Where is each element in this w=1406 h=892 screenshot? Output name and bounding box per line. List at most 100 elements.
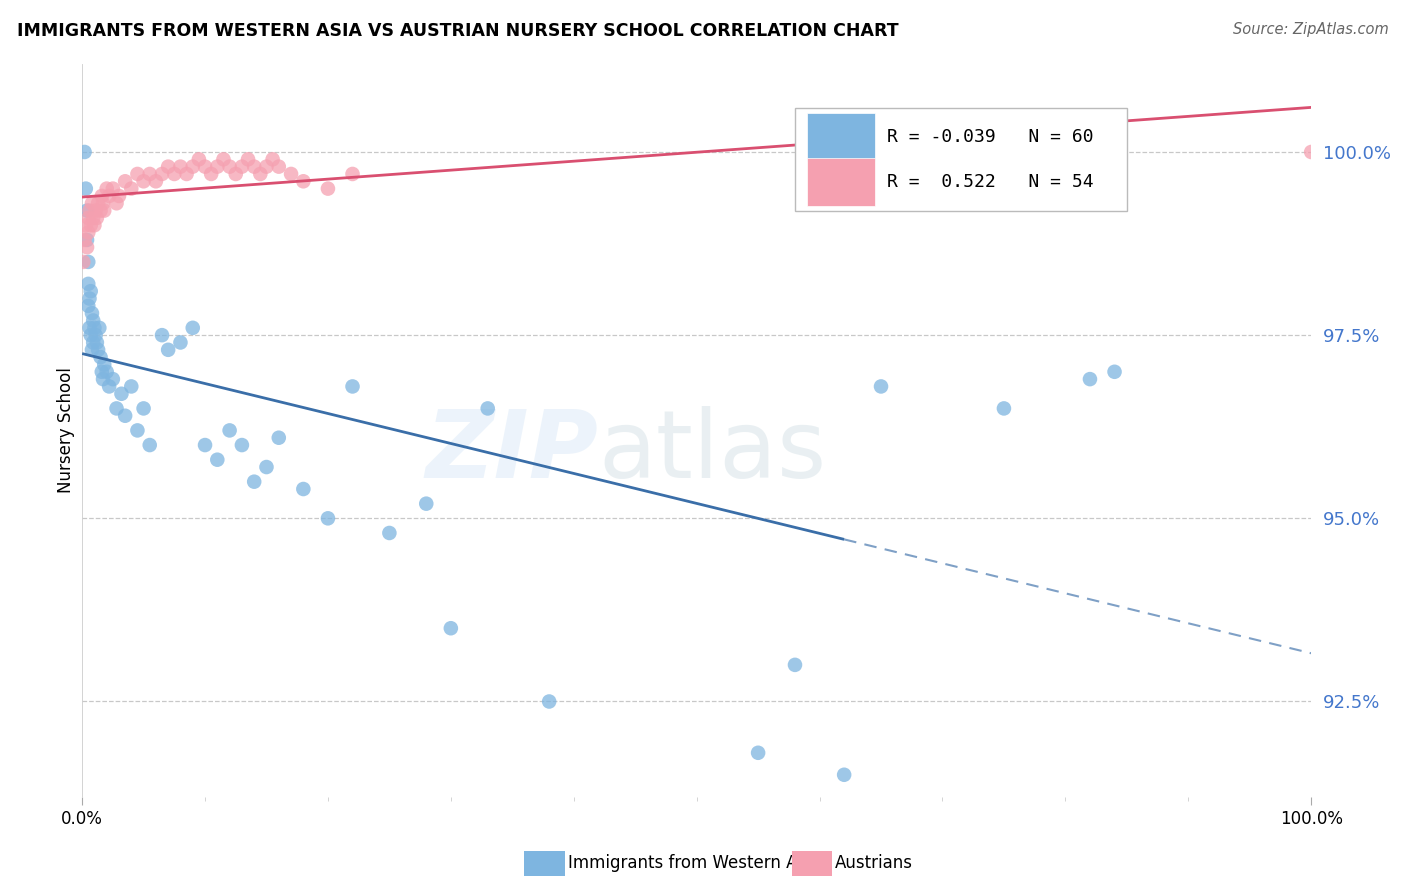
Point bbox=[101, 372, 124, 386]
Point bbox=[73, 233, 96, 247]
Point bbox=[225, 167, 247, 181]
Point bbox=[267, 160, 290, 174]
Point bbox=[105, 401, 128, 416]
Point bbox=[783, 657, 806, 672]
Point bbox=[96, 181, 118, 195]
Point bbox=[747, 746, 769, 760]
Point bbox=[101, 181, 124, 195]
Point bbox=[80, 343, 103, 357]
Text: atlas: atlas bbox=[599, 407, 827, 499]
Point bbox=[79, 203, 101, 218]
Point bbox=[169, 335, 191, 350]
FancyBboxPatch shape bbox=[807, 113, 875, 161]
Point bbox=[90, 189, 112, 203]
Point bbox=[98, 379, 121, 393]
Point bbox=[87, 196, 110, 211]
Point bbox=[163, 167, 186, 181]
Point bbox=[538, 694, 561, 708]
Point bbox=[79, 321, 101, 335]
Point bbox=[169, 160, 191, 174]
Point bbox=[76, 203, 98, 218]
Point bbox=[157, 343, 180, 357]
Point bbox=[181, 321, 204, 335]
Point bbox=[114, 409, 136, 423]
Text: Source: ZipAtlas.com: Source: ZipAtlas.com bbox=[1233, 22, 1389, 37]
Point bbox=[218, 160, 240, 174]
Point bbox=[127, 424, 149, 438]
Point bbox=[79, 292, 101, 306]
Point bbox=[194, 160, 217, 174]
Point bbox=[84, 203, 107, 218]
Point bbox=[267, 431, 290, 445]
Point bbox=[76, 233, 98, 247]
Point bbox=[89, 321, 111, 335]
Point bbox=[218, 424, 240, 438]
Point bbox=[150, 167, 173, 181]
Point bbox=[77, 299, 100, 313]
Point bbox=[86, 335, 108, 350]
Point bbox=[86, 211, 108, 225]
Point bbox=[187, 153, 209, 167]
Point bbox=[249, 167, 271, 181]
Point bbox=[87, 343, 110, 357]
Point bbox=[77, 211, 100, 225]
Point bbox=[114, 174, 136, 188]
Point bbox=[73, 145, 96, 159]
Point bbox=[262, 153, 284, 167]
Point bbox=[80, 219, 103, 233]
Point bbox=[243, 160, 266, 174]
Text: Immigrants from Western Asia: Immigrants from Western Asia bbox=[568, 855, 821, 872]
Point bbox=[207, 160, 229, 174]
Y-axis label: Nursery School: Nursery School bbox=[58, 368, 75, 493]
Point bbox=[194, 438, 217, 452]
Point bbox=[415, 497, 437, 511]
Point bbox=[77, 277, 100, 291]
Point bbox=[292, 174, 315, 188]
Point bbox=[292, 482, 315, 496]
Point bbox=[316, 511, 339, 525]
Point bbox=[256, 160, 278, 174]
Point bbox=[127, 167, 149, 181]
Point bbox=[80, 196, 103, 211]
Point bbox=[93, 358, 115, 372]
Point bbox=[993, 401, 1015, 416]
Point bbox=[150, 328, 173, 343]
Point bbox=[207, 452, 229, 467]
Text: IMMIGRANTS FROM WESTERN ASIA VS AUSTRIAN NURSERY SCHOOL CORRELATION CHART: IMMIGRANTS FROM WESTERN ASIA VS AUSTRIAN… bbox=[17, 22, 898, 40]
Point bbox=[91, 372, 114, 386]
Point bbox=[82, 313, 104, 327]
Point bbox=[870, 379, 893, 393]
Point bbox=[138, 438, 160, 452]
Point bbox=[83, 219, 105, 233]
Point bbox=[342, 167, 364, 181]
Text: R = -0.039   N = 60: R = -0.039 N = 60 bbox=[887, 128, 1094, 145]
Point bbox=[75, 181, 97, 195]
FancyBboxPatch shape bbox=[794, 108, 1126, 211]
Point bbox=[80, 306, 103, 320]
Point bbox=[138, 167, 160, 181]
Point bbox=[105, 196, 128, 211]
Point bbox=[280, 167, 302, 181]
Point bbox=[231, 438, 253, 452]
Point bbox=[76, 240, 98, 254]
Point bbox=[145, 174, 167, 188]
Point bbox=[80, 284, 103, 298]
Point bbox=[832, 768, 855, 782]
Point bbox=[77, 226, 100, 240]
Point bbox=[176, 167, 198, 181]
Point bbox=[440, 621, 463, 635]
Point bbox=[378, 526, 401, 541]
Point bbox=[1104, 365, 1126, 379]
Point bbox=[157, 160, 180, 174]
Point bbox=[120, 379, 142, 393]
Point bbox=[236, 153, 259, 167]
Text: Austrians: Austrians bbox=[835, 855, 912, 872]
Point bbox=[342, 379, 364, 393]
Point bbox=[90, 350, 112, 364]
Text: ZIP: ZIP bbox=[426, 407, 599, 499]
Point bbox=[72, 255, 94, 269]
Point bbox=[132, 401, 155, 416]
Text: R =  0.522   N = 54: R = 0.522 N = 54 bbox=[887, 173, 1094, 191]
Point bbox=[181, 160, 204, 174]
Point bbox=[212, 153, 235, 167]
